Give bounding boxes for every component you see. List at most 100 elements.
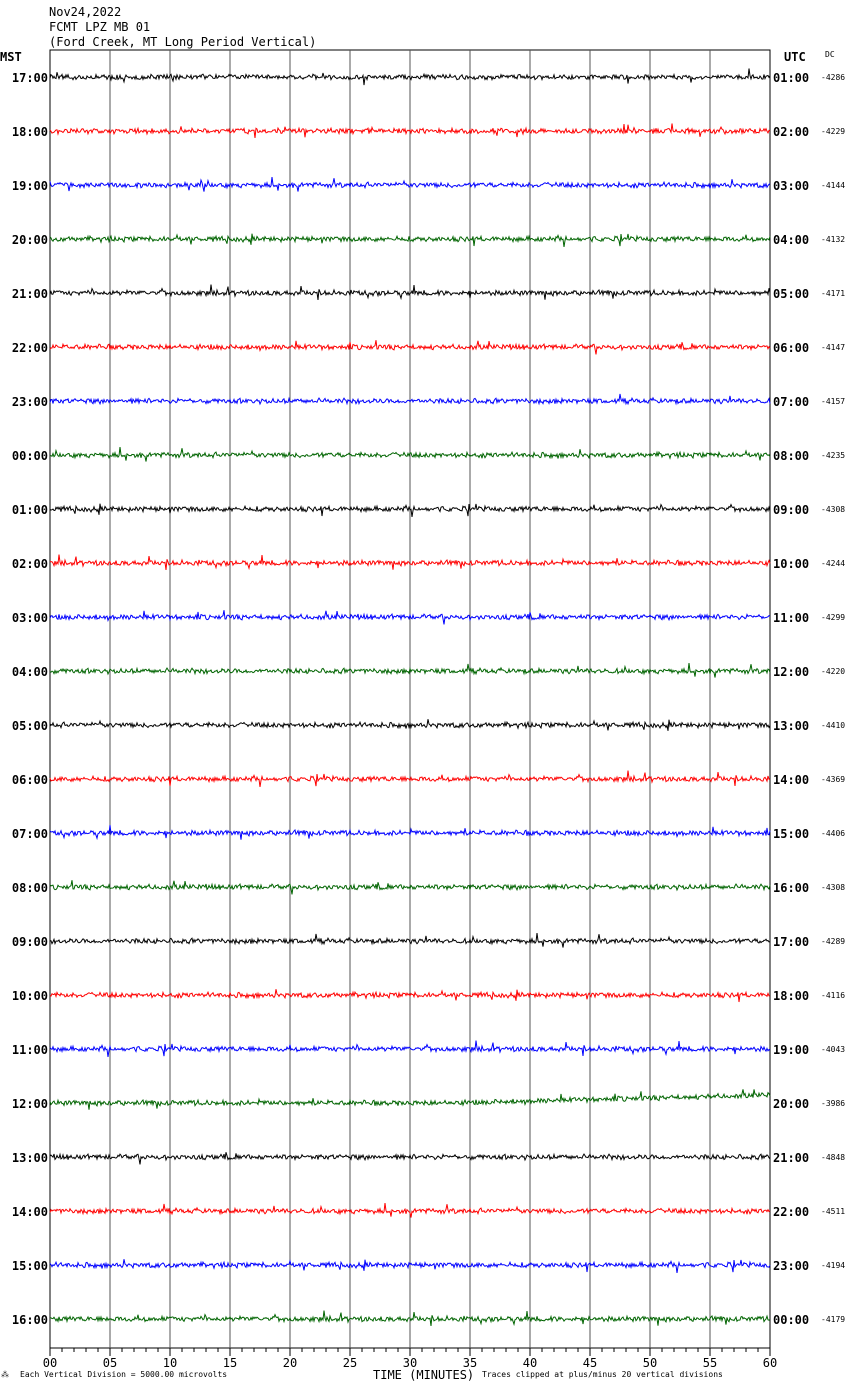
utc-time-label: 08:00 — [773, 449, 809, 463]
utc-time-label: 00:00 — [773, 1313, 809, 1327]
x-tick-label: 40 — [523, 1356, 537, 1370]
dc-offset-label: -4147 — [821, 343, 845, 352]
header-location: (Ford Creek, MT Long Period Vertical) — [49, 35, 317, 49]
local-time-label: 12:00 — [12, 1097, 48, 1111]
dc-offset-label: -4116 — [821, 991, 845, 1000]
local-time-label: 13:00 — [12, 1151, 48, 1165]
utc-time-label: 15:00 — [773, 827, 809, 841]
dc-offset-label: -4194 — [821, 1261, 845, 1270]
dc-offset-label: -4171 — [821, 289, 845, 298]
local-time-label: 23:00 — [12, 395, 48, 409]
x-tick-label: 45 — [583, 1356, 597, 1370]
seismic-trace — [49, 554, 771, 571]
seismic-trace — [49, 719, 771, 731]
local-time-label: 18:00 — [12, 125, 48, 139]
x-tick-label: 15 — [223, 1356, 237, 1370]
dc-offset-label: -4229 — [821, 127, 845, 136]
local-time-label: 19:00 — [12, 179, 48, 193]
utc-time-label: 12:00 — [773, 665, 809, 679]
utc-time-label: 01:00 — [773, 71, 809, 85]
utc-time-label: 22:00 — [773, 1205, 809, 1219]
seismic-trace — [49, 1310, 771, 1327]
local-time-label: 01:00 — [12, 503, 48, 517]
utc-time-label: 13:00 — [773, 719, 809, 733]
seismic-trace — [49, 393, 771, 406]
dc-offset-label: -4043 — [821, 1045, 845, 1054]
seismic-trace — [49, 1040, 771, 1057]
x-tick-label: 10 — [163, 1356, 177, 1370]
dc-offset-label: -4406 — [821, 829, 845, 838]
seismic-trace — [49, 340, 771, 355]
seismic-trace — [49, 1203, 771, 1218]
local-time-label: 02:00 — [12, 557, 48, 571]
dc-offset-label: -4157 — [821, 397, 845, 406]
seismic-trace — [49, 1259, 771, 1273]
dc-offset-label: -4132 — [821, 235, 845, 244]
x-axis-title: TIME (MINUTES) — [373, 1368, 475, 1382]
local-time-label: 17:00 — [12, 71, 48, 85]
utc-time-label: 04:00 — [773, 233, 809, 247]
local-time-label: 03:00 — [12, 611, 48, 625]
utc-time-label: 14:00 — [773, 773, 809, 787]
utc-time-label: 02:00 — [773, 125, 809, 139]
seismic-trace — [49, 68, 771, 86]
x-tick-label: 00 — [43, 1356, 57, 1370]
local-time-label: 08:00 — [12, 881, 48, 895]
seismic-trace — [49, 503, 771, 517]
seismic-trace — [49, 177, 771, 192]
dc-offset-label: -4299 — [821, 613, 845, 622]
dc-offset-label: -4410 — [821, 721, 845, 730]
seismic-trace — [49, 1152, 771, 1165]
seismic-trace — [49, 284, 771, 301]
dc-offset-label: -4848 — [821, 1153, 845, 1162]
x-tick-label: 35 — [463, 1356, 477, 1370]
dc-offset-label: -4308 — [821, 505, 845, 514]
local-time-label: 09:00 — [12, 935, 48, 949]
seismic-trace — [50, 933, 771, 948]
seismic-trace — [49, 1089, 771, 1110]
seismic-trace — [49, 770, 771, 787]
seismic-trace — [49, 447, 771, 462]
local-time-label: 15:00 — [12, 1259, 48, 1273]
local-time-label: 16:00 — [12, 1313, 48, 1327]
dc-offset-label: -3986 — [821, 1099, 845, 1108]
utc-time-label: 18:00 — [773, 989, 809, 1003]
dc-offset-label: -4289 — [821, 937, 845, 946]
utc-time-label: 10:00 — [773, 557, 809, 571]
local-time-label: 07:00 — [12, 827, 48, 841]
utc-time-label: 06:00 — [773, 341, 809, 355]
local-time-label: 11:00 — [12, 1043, 48, 1057]
footer-mark: ⁂ — [1, 1370, 9, 1379]
utc-time-label: 17:00 — [773, 935, 809, 949]
right-timezone-label: UTC — [784, 50, 806, 64]
local-time-label: 22:00 — [12, 341, 48, 355]
header-station: FCMT LPZ MB 01 — [49, 20, 151, 34]
seismic-trace — [49, 610, 771, 625]
local-time-label: 20:00 — [12, 233, 48, 247]
x-tick-label: 50 — [643, 1356, 657, 1370]
seismic-trace — [49, 880, 771, 895]
x-tick-label: 25 — [343, 1356, 357, 1370]
seismic-trace — [49, 233, 771, 247]
utc-time-label: 09:00 — [773, 503, 809, 517]
utc-time-label: 19:00 — [773, 1043, 809, 1057]
utc-time-label: 11:00 — [773, 611, 809, 625]
utc-time-label: 21:00 — [773, 1151, 809, 1165]
dc-offset-label: -4286 — [821, 73, 845, 82]
utc-time-label: 23:00 — [773, 1259, 809, 1273]
local-time-label: 05:00 — [12, 719, 48, 733]
utc-time-label: 20:00 — [773, 1097, 809, 1111]
local-time-label: 00:00 — [12, 449, 48, 463]
dc-offset-label: -4235 — [821, 451, 845, 460]
dc-offset-label: -4244 — [821, 559, 845, 568]
x-tick-label: 60 — [763, 1356, 777, 1370]
seismic-trace — [49, 825, 771, 841]
dc-offset-label: -4369 — [821, 775, 845, 784]
utc-time-label: 05:00 — [773, 287, 809, 301]
x-tick-label: 30 — [403, 1356, 417, 1370]
dc-offset-label: -4179 — [821, 1315, 845, 1324]
local-time-label: 21:00 — [12, 287, 48, 301]
local-time-label: 14:00 — [12, 1205, 48, 1219]
clip-note: Traces clipped at plus/minus 20 vertical… — [482, 1370, 723, 1379]
